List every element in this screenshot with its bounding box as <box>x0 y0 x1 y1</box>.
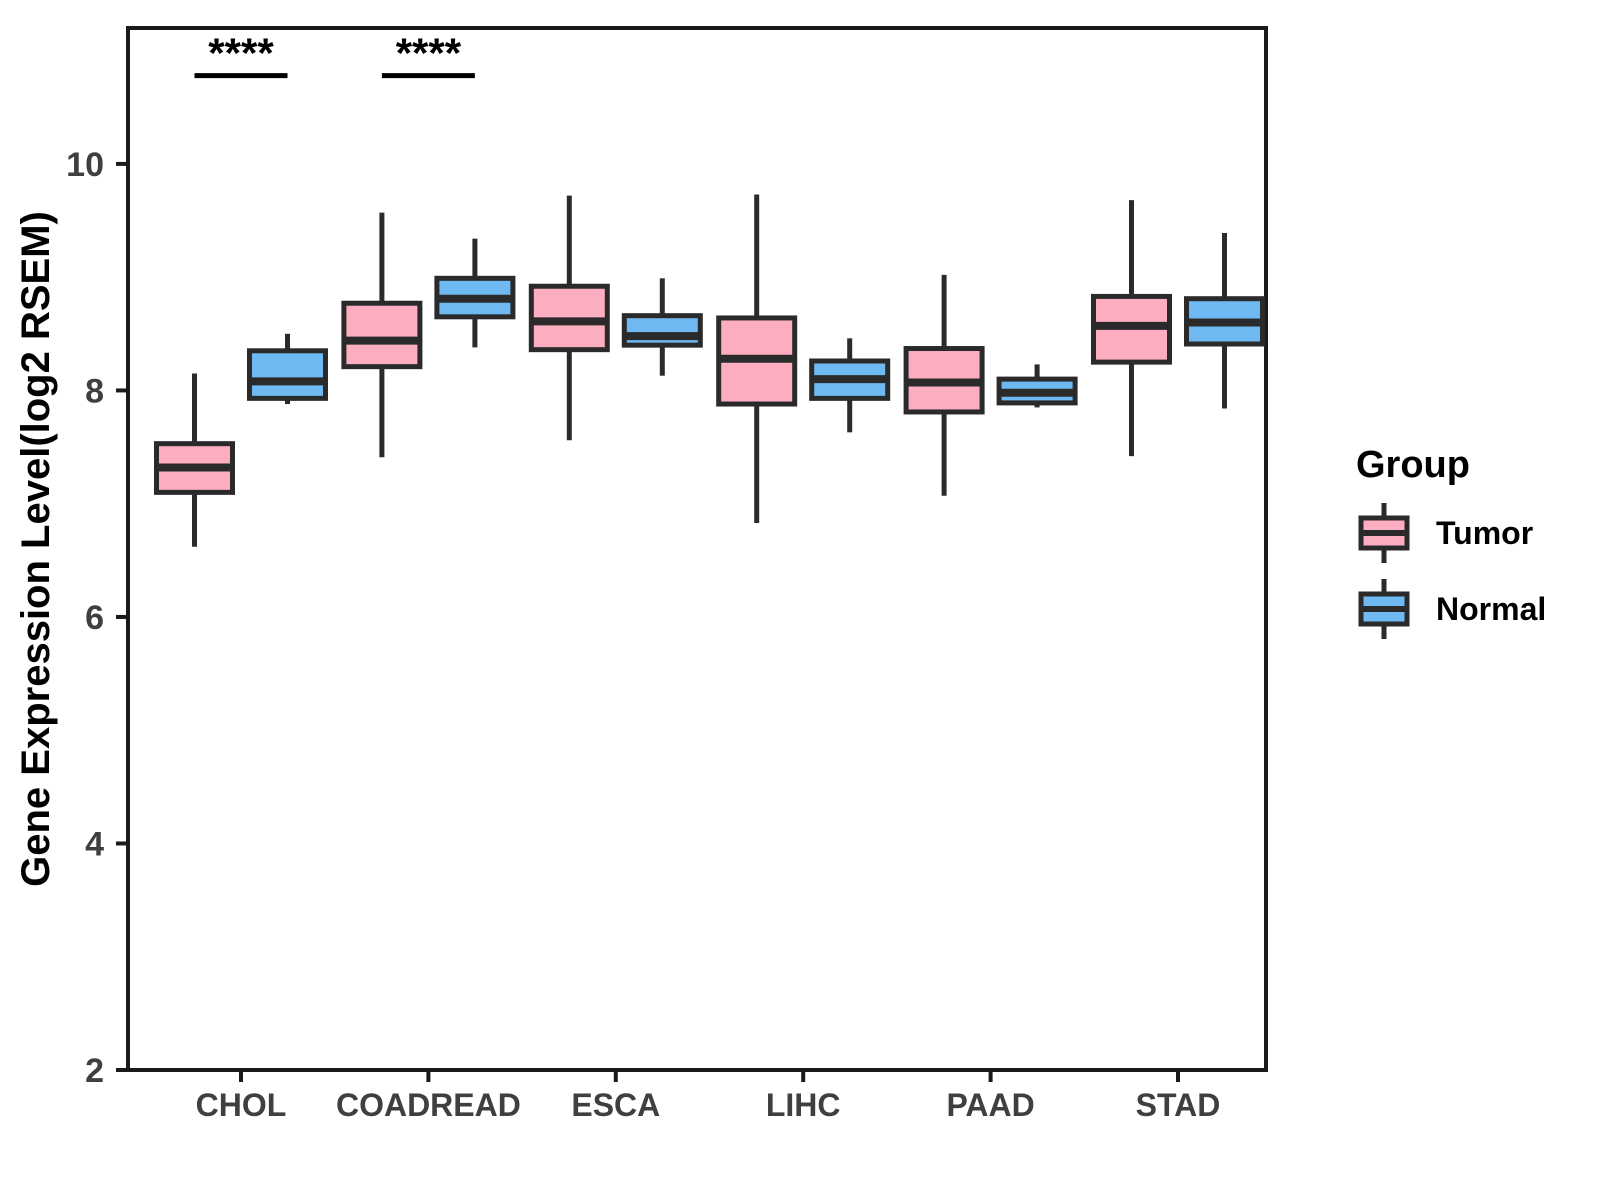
x-tick-label: ESCA <box>571 1087 660 1123</box>
iqr-box <box>341 300 423 370</box>
normal-boxplot-key-icon <box>1358 579 1410 639</box>
significance-stars: **** <box>396 30 462 77</box>
iqr-box <box>247 348 328 401</box>
y-tick-label: 6 <box>85 599 104 637</box>
legend-label-tumor: Tumor <box>1436 514 1534 551</box>
box-STAD-Normal <box>1184 233 1265 409</box>
legend-item-tumor: Tumor <box>1356 501 1546 565</box>
box-PAAD-Normal <box>996 364 1078 408</box>
x-tick-label: LIHC <box>766 1087 841 1123</box>
iqr-box <box>621 313 703 348</box>
box-ESCA-Normal <box>621 278 703 376</box>
x-tick-label: CHOL <box>196 1087 287 1123</box>
box-STAD-Tumor <box>1091 200 1172 457</box>
y-tick-label: 8 <box>85 372 104 410</box>
box-CHOL-Normal <box>247 333 328 405</box>
legend-label-normal: Normal <box>1436 590 1547 627</box>
legend: Group Tumor Normal <box>1356 444 1546 641</box>
box-COADREAD-Normal <box>434 238 516 348</box>
y-axis-title: Gene Expression Level(log2 RSEM) <box>14 211 58 887</box>
tumor-boxplot-key-icon <box>1358 503 1410 563</box>
y-tick-label: 10 <box>66 146 104 184</box>
legend-title: Group <box>1356 444 1470 486</box>
x-tick-label: STAD <box>1136 1087 1221 1123</box>
box-CHOL-Tumor <box>154 373 235 547</box>
box-LIHC-Normal <box>809 338 891 433</box>
box-PAAD-Tumor <box>903 274 985 496</box>
box-COADREAD-Tumor <box>341 212 423 458</box>
panel-border <box>126 26 1268 1072</box>
y-tick-label: 4 <box>85 825 104 863</box>
legend-item-normal: Normal <box>1356 577 1546 641</box>
y-tick-label: 2 <box>85 1052 104 1090</box>
box-ESCA-Tumor <box>528 195 610 441</box>
significance-stars: **** <box>208 30 274 77</box>
x-tick-label: PAAD <box>946 1087 1034 1123</box>
x-tick-label: COADREAD <box>336 1087 521 1123</box>
box-LIHC-Tumor <box>716 194 798 523</box>
